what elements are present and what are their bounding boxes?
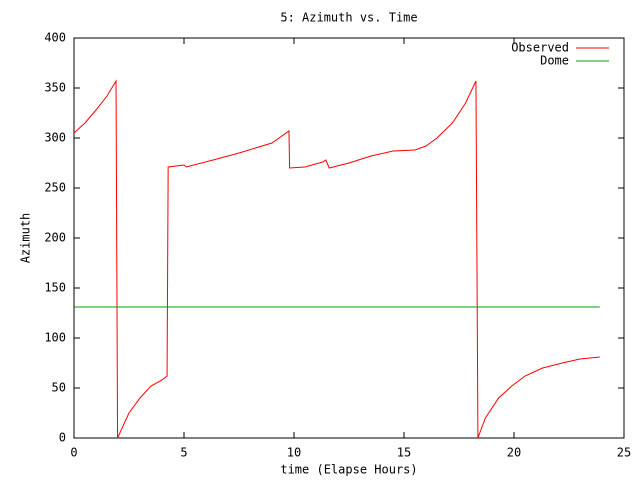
x-axis-label: time (Elapse Hours) (280, 463, 417, 477)
data-line (73, 79, 600, 439)
legend-label: Observed (511, 41, 569, 55)
y-tick-label: 100 (44, 331, 66, 345)
y-axis-label: Azimuth (19, 213, 33, 264)
x-tick-label: 15 (397, 446, 411, 460)
y-tick-label: 200 (44, 231, 66, 245)
legend-label: Dome (540, 54, 569, 68)
chart-title: 5: Azimuth vs. Time (280, 11, 417, 25)
x-tick-label: 5 (180, 446, 187, 460)
y-tick-label: 150 (44, 281, 66, 295)
y-tick-label: 350 (44, 81, 66, 95)
y-tick-label: 250 (44, 181, 66, 195)
y-tick-label: 400 (44, 31, 66, 45)
x-tick-label: 25 (617, 446, 631, 460)
plot-frame (73, 37, 625, 439)
x-tick-label: 10 (287, 446, 301, 460)
y-tick-label: 300 (44, 131, 66, 145)
x-tick-label: 0 (70, 446, 77, 460)
y-tick-label: 50 (52, 381, 66, 395)
y-tick-label: 0 (59, 431, 66, 445)
x-tick-label: 20 (507, 446, 521, 460)
